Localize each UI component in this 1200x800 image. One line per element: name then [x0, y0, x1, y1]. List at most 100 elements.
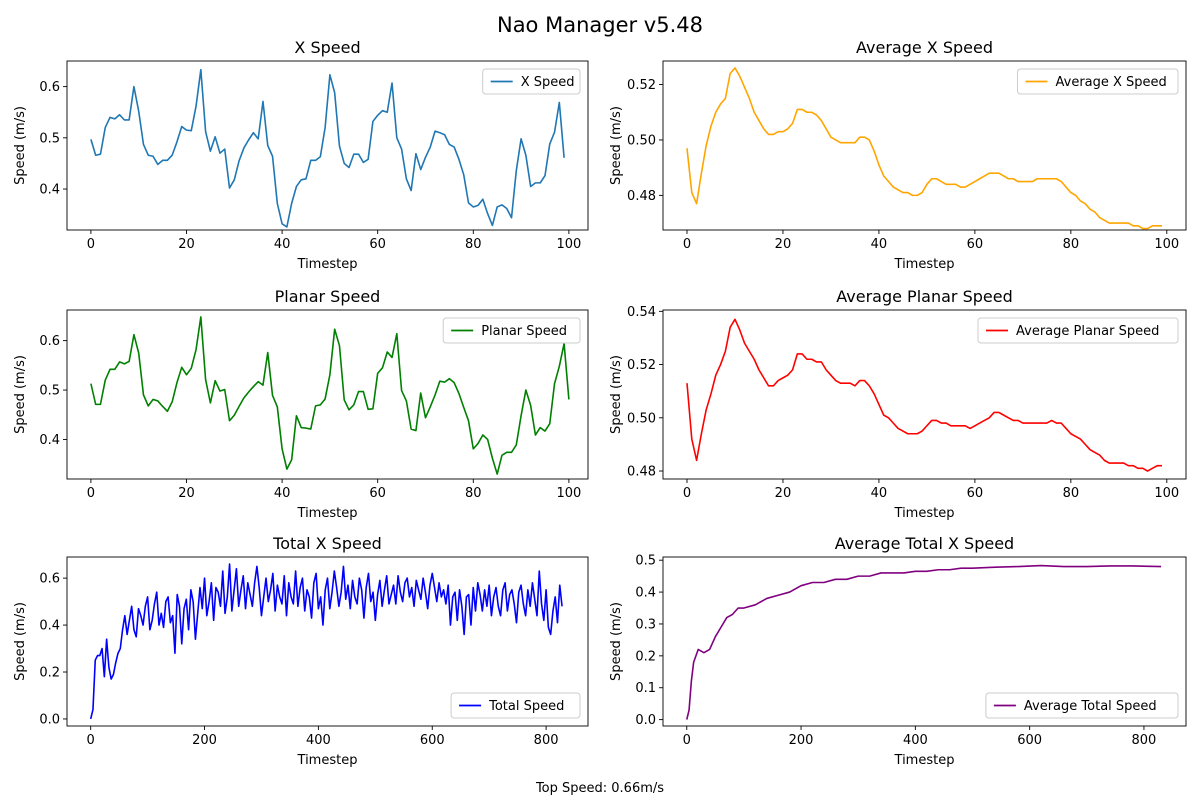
subplot-title: Total X Speed	[272, 534, 382, 553]
subplot-total-x-speed: Total X Speed 0 200 400 600 800 0.0 0.2 0.4 0.6 Ti…	[13, 534, 589, 768]
x-tick-label: 40	[274, 486, 291, 501]
y-tick-label: 0.50	[627, 133, 656, 148]
y-tick-label: 0.6	[39, 80, 60, 95]
y-tick-label: 0.2	[635, 649, 656, 664]
x-tick-label: 80	[465, 237, 482, 252]
plot-frame	[662, 60, 1187, 231]
y-tick-label: 0.48	[627, 465, 656, 480]
x-tick-label: 400	[903, 733, 928, 748]
x-tick-label: 20	[775, 486, 792, 501]
x-tick-label: 80	[1063, 486, 1080, 501]
series-line-1	[686, 318, 1163, 472]
x-tick-label: 0	[87, 237, 95, 252]
legend: Planar Speed	[442, 317, 581, 344]
x-tick-label: 600	[420, 733, 445, 748]
subplot-avg-total-x-speed: Average Total X Speed 0 200 400 600 800 0.0 0.1…	[609, 534, 1187, 768]
x-tick-label: 80	[1063, 237, 1080, 252]
y-tick-label: 0.5	[39, 384, 60, 399]
y-tick-label: 0.2	[39, 666, 60, 681]
x-tick-label: 0	[87, 733, 95, 748]
subplot-avg-x-speed: Average X Speed 0 20 40 60 80 100 0.48 0.50 0.52 T…	[609, 38, 1187, 272]
legend-label: Planar Speed	[481, 324, 567, 339]
x-axis-label: Timestep	[297, 257, 358, 272]
y-axis-label: Speed (m/s)	[609, 602, 624, 681]
x-tick-label: 20	[178, 237, 195, 252]
y-tick-label: 0.1	[635, 681, 656, 696]
x-tick-label: 100	[1154, 486, 1179, 501]
plot-frame	[66, 309, 589, 480]
x-tick-label: 20	[775, 237, 792, 252]
x-tick-label: 0	[683, 237, 691, 252]
x-axis-label: Timestep	[894, 257, 955, 272]
legend-label: Total Speed	[488, 699, 564, 714]
y-axis-label: Speed (m/s)	[13, 106, 28, 185]
x-tick-label: 60	[369, 486, 386, 501]
legend-label: Average X Speed	[1056, 75, 1167, 90]
x-tick-label: 100	[556, 486, 581, 501]
y-tick-label: 0.4	[39, 619, 60, 634]
x-tick-label: 200	[789, 733, 814, 748]
y-axis-label: Speed (m/s)	[13, 355, 28, 434]
x-axis-label: Timestep	[894, 506, 955, 521]
x-tick-label: 200	[192, 733, 217, 748]
legend-box	[1017, 68, 1179, 95]
x-tick-label: 0	[683, 733, 691, 748]
series-line-1	[89, 563, 563, 720]
y-tick-label: 0.6	[39, 334, 60, 349]
subplot-title: Average Total X Speed	[835, 534, 1014, 553]
figure-title: Nao Manager v5.48	[497, 13, 703, 37]
subplot-title: Average Planar Speed	[836, 287, 1012, 306]
legend: Average X Speed	[1017, 68, 1179, 95]
y-tick-label: 0.0	[635, 713, 656, 728]
x-tick-label: 20	[178, 486, 195, 501]
legend-box	[985, 692, 1179, 719]
legend: X Speed	[482, 68, 581, 95]
x-axis-label: Timestep	[297, 506, 358, 521]
y-tick-label: 0.4	[39, 433, 60, 448]
legend-box	[482, 68, 581, 95]
legend-label: Average Total Speed	[1024, 699, 1157, 714]
y-axis-label: Speed (m/s)	[13, 602, 28, 681]
legend-box	[450, 692, 581, 719]
y-tick-label: 0.5	[635, 554, 656, 569]
y-tick-label: 0.52	[627, 78, 656, 93]
y-tick-label: 0.4	[635, 586, 656, 601]
y-tick-label: 0.4	[39, 183, 60, 198]
plot-frame	[662, 309, 1187, 480]
y-tick-label: 0.3	[635, 617, 656, 632]
y-tick-label: 0.50	[627, 411, 656, 426]
x-axis-label: Timestep	[297, 753, 358, 768]
subplot-avg-planar-speed: Average Planar Speed 0 20 40 60 80 100 0.48 0.50…	[609, 287, 1187, 521]
x-tick-label: 100	[1154, 237, 1179, 252]
subplot-grid: X Speed 0 20 40 60 80 100 0.4 0.5 0.6 Timestep Spee…	[13, 38, 1187, 768]
subplot-title: Planar Speed	[275, 287, 381, 306]
x-tick-label: 600	[1017, 733, 1042, 748]
y-tick-label: 0.5	[39, 131, 60, 146]
plot-frame	[66, 556, 589, 727]
x-tick-label: 60	[967, 486, 984, 501]
x-tick-label: 100	[556, 237, 581, 252]
x-tick-label: 800	[1132, 733, 1157, 748]
y-axis-label: Speed (m/s)	[609, 355, 624, 434]
x-tick-label: 80	[465, 486, 482, 501]
series-line-1	[90, 316, 570, 475]
legend-box	[977, 317, 1179, 344]
x-tick-label: 40	[871, 237, 888, 252]
legend-label: Average Planar Speed	[1016, 324, 1159, 339]
top-speed-footer: Top Speed: 0.66m/s	[535, 781, 664, 796]
y-tick-label: 0.54	[627, 305, 656, 320]
y-tick-label: 0.6	[39, 572, 60, 587]
y-tick-label: 0.52	[627, 358, 656, 373]
legend-box	[442, 317, 581, 344]
x-tick-label: 40	[871, 486, 888, 501]
x-tick-label: 800	[534, 733, 559, 748]
x-tick-label: 40	[274, 237, 291, 252]
x-tick-label: 0	[87, 486, 95, 501]
y-tick-label: 0.0	[39, 712, 60, 727]
x-tick-label: 0	[683, 486, 691, 501]
subplot-x-speed: X Speed 0 20 40 60 80 100 0.4 0.5 0.6 Timestep Spee…	[13, 38, 589, 272]
y-axis-label: Speed (m/s)	[609, 106, 624, 185]
series-line-1	[686, 67, 1163, 230]
subplot-title: Average X Speed	[856, 38, 993, 57]
